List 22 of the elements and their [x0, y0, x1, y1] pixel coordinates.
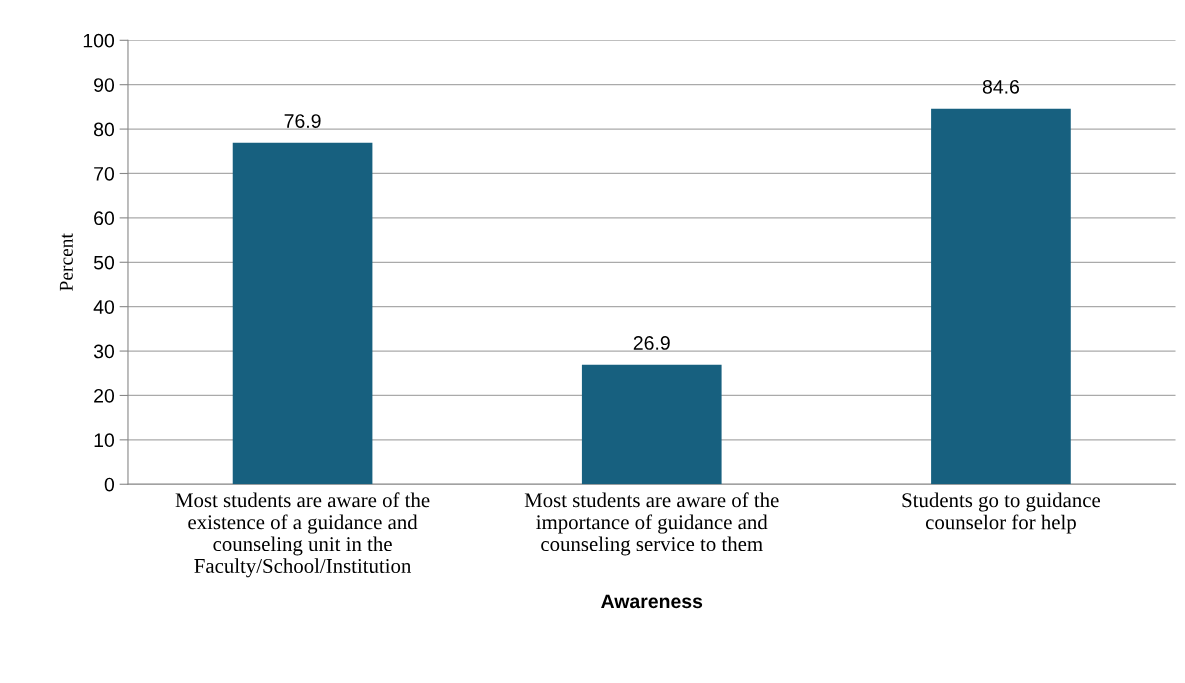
bar [232, 142, 373, 485]
y-tick-label: 30 [93, 344, 115, 359]
y-tick-label: 20 [94, 388, 115, 403]
y-tick-label: 0 [104, 477, 115, 492]
y-tick-label: 60 [94, 211, 115, 226]
y-tick-label: 40 [93, 300, 115, 314]
data-label: 84.6 [982, 79, 1019, 94]
bar [931, 108, 1071, 485]
y-tick-label: 50 [93, 255, 115, 270]
bar [581, 364, 722, 485]
x-tick-label: Students go to guidance counselor for help [902, 492, 1101, 534]
y-tick-label: 80 [94, 122, 115, 137]
x-axis-title: Awareness [601, 594, 703, 609]
y-axis-title: Percent [59, 233, 73, 291]
y-tick-label: 10 [94, 433, 115, 448]
data-label: 76.9 [284, 114, 321, 128]
data-label: 26.9 [633, 336, 670, 350]
x-tick-label: Most students are aware of the importance of guidance and counseling service to them [524, 492, 779, 556]
y-tick-label: 100 [83, 33, 115, 48]
y-tick-label: 90 [94, 78, 115, 92]
x-tick-label: Most students are aware of the existence of a guidance and counseling unit in the Faculty/School/Institution [175, 492, 430, 578]
y-tick-label: 70 [94, 166, 115, 181]
